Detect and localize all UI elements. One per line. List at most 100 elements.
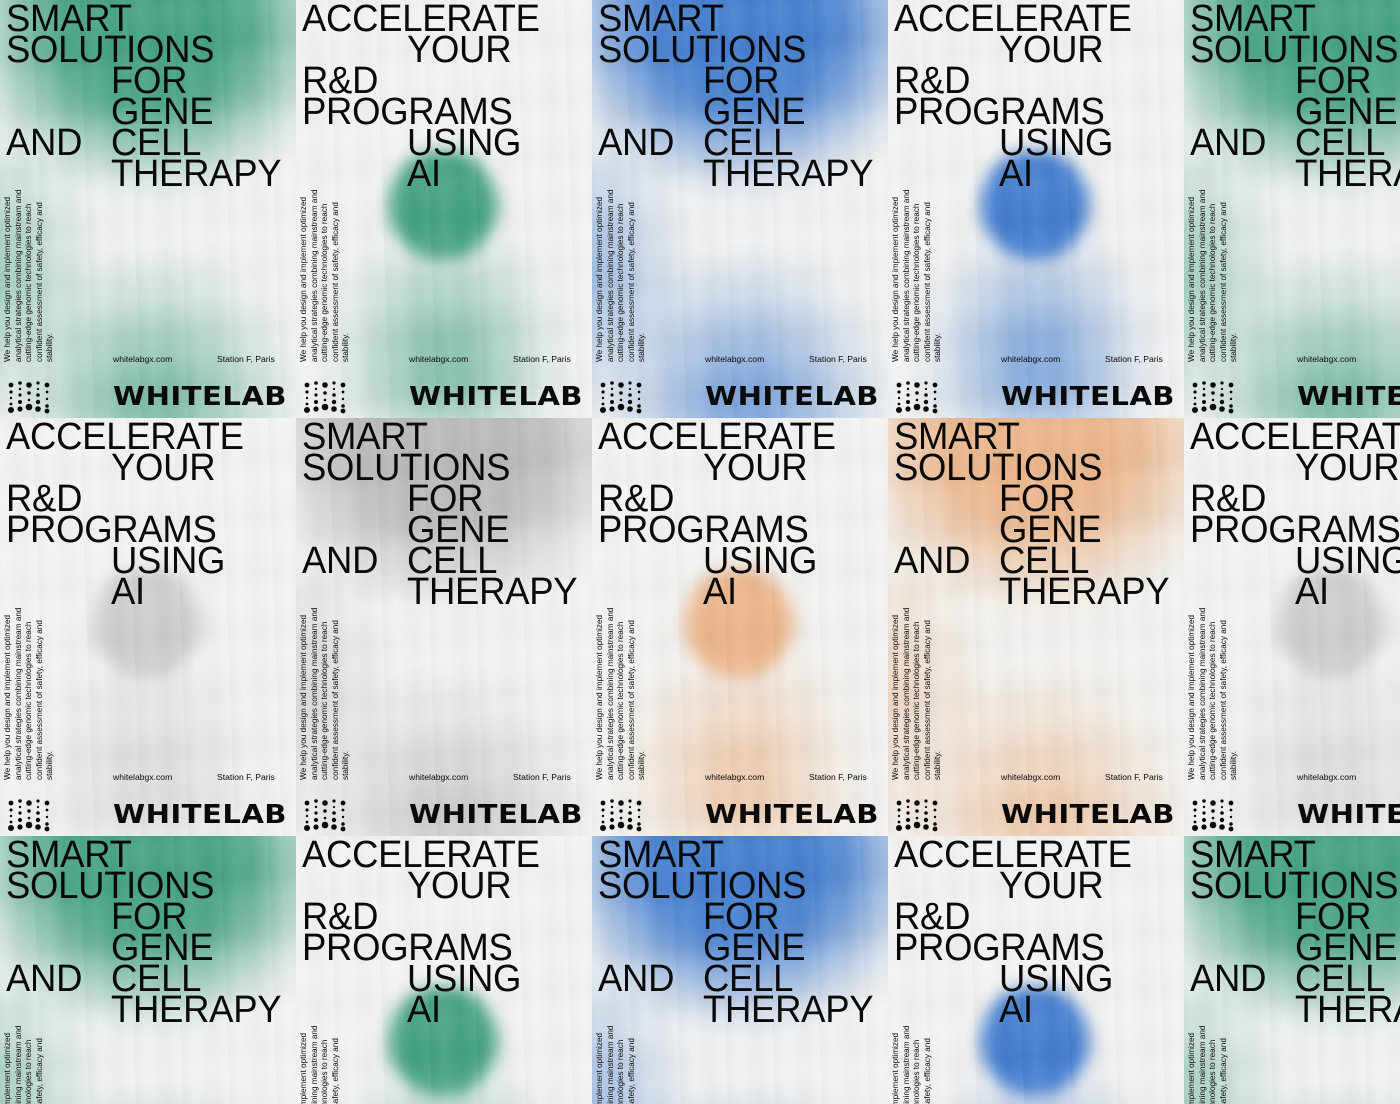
headline-line: YOUR bbox=[703, 447, 808, 489]
headline-line: CELL bbox=[407, 540, 498, 582]
whitelab-dots-logo-icon bbox=[1191, 380, 1235, 414]
headline-line: R&D bbox=[894, 60, 971, 102]
body-copy: We help you design and implement optimiz… bbox=[1187, 607, 1238, 780]
headline-line: ACCELERATE bbox=[598, 418, 836, 458]
headline-line: USING bbox=[999, 122, 1114, 164]
headline-line: AI bbox=[999, 989, 1033, 1031]
headline-line: CELL bbox=[1295, 122, 1386, 164]
headline-line: YOUR bbox=[407, 29, 512, 71]
headline-line: SMART bbox=[598, 0, 724, 40]
body-copy: We help you design and implement optimiz… bbox=[595, 189, 646, 362]
headline-line: GENE bbox=[703, 91, 806, 133]
headline-line: USING bbox=[111, 540, 226, 582]
body-copy: We help you design and implement optimiz… bbox=[891, 607, 942, 780]
headline-line: THERAPY bbox=[111, 153, 282, 195]
whitelab-dots-logo-icon bbox=[303, 380, 347, 414]
whitelab-dots-logo-icon bbox=[895, 798, 939, 832]
body-copy: We help you design and implement optimiz… bbox=[595, 607, 646, 780]
headline-line: SOLUTIONS bbox=[1190, 865, 1399, 907]
whitelab-dots-logo-icon bbox=[303, 798, 347, 832]
headline-line: AND bbox=[6, 122, 83, 164]
location-text: Station F, Paris bbox=[217, 772, 275, 782]
headline-line: FOR bbox=[1295, 60, 1372, 102]
headline-line: GENE bbox=[111, 91, 214, 133]
brand-wordmark: WHITELAB bbox=[1001, 382, 1175, 412]
headline-line: AI bbox=[407, 153, 441, 195]
website-text: whitelabgx.com bbox=[1001, 772, 1061, 782]
headline-line: YOUR bbox=[999, 865, 1104, 907]
headline-line: ACCELERATE bbox=[1190, 418, 1400, 458]
body-copy: We help you design and implement optimiz… bbox=[3, 189, 54, 362]
headline-line: SOLUTIONS bbox=[1190, 29, 1399, 71]
headline-line: ACCELERATE bbox=[894, 836, 1132, 876]
headline-line: YOUR bbox=[407, 865, 512, 907]
brand-wordmark: WHITELAB bbox=[705, 382, 879, 412]
brand-wordmark: WHITELAB bbox=[409, 800, 583, 830]
headline-line: SMART bbox=[894, 418, 1020, 458]
headline-line: SMART bbox=[1190, 836, 1316, 876]
headline-line: CELL bbox=[999, 540, 1090, 582]
website-text: whitelabgx.com bbox=[1297, 772, 1357, 782]
headline-line: R&D bbox=[894, 896, 971, 938]
headline-line: ACCELERATE bbox=[302, 0, 540, 40]
headline-line: USING bbox=[999, 958, 1114, 1000]
website-text: whitelabgx.com bbox=[705, 354, 765, 364]
body-copy: We help you design and implement optimiz… bbox=[3, 607, 54, 780]
brand-wordmark: WHITELAB bbox=[113, 382, 287, 412]
body-copy: We help you design and implement optimiz… bbox=[891, 189, 942, 362]
headline-line: SOLUTIONS bbox=[894, 447, 1103, 489]
location-text: Station F, Paris bbox=[513, 354, 571, 364]
location-text: Station F, Paris bbox=[513, 772, 571, 782]
headline-line: SOLUTIONS bbox=[598, 29, 807, 71]
headline-line: ACCELERATE bbox=[302, 836, 540, 876]
headline-line: SOLUTIONS bbox=[6, 29, 215, 71]
whitelab-dots-logo-icon bbox=[7, 380, 51, 414]
website-text: whitelabgx.com bbox=[409, 772, 469, 782]
headline-line: USING bbox=[1295, 540, 1400, 582]
headline-line: CELL bbox=[111, 122, 202, 164]
headline-line: GENE bbox=[1295, 91, 1398, 133]
headline-line: R&D bbox=[302, 60, 379, 102]
headline-line: R&D bbox=[1190, 478, 1267, 520]
headline-line: AI bbox=[111, 571, 145, 613]
website-text: whitelabgx.com bbox=[113, 772, 173, 782]
headline-line: USING bbox=[407, 122, 522, 164]
headline-line: SMART bbox=[6, 836, 132, 876]
headline-line: PROGRAMS bbox=[302, 927, 513, 969]
brand-wordmark: WHITELAB bbox=[705, 800, 879, 830]
headline-line: SMART bbox=[598, 836, 724, 876]
headline-line: USING bbox=[407, 958, 522, 1000]
headline-line: PROGRAMS bbox=[894, 927, 1105, 969]
location-text: Station F, Paris bbox=[809, 354, 867, 364]
headline-line: THERAPY bbox=[703, 989, 874, 1031]
whitelab-dots-logo-icon bbox=[599, 798, 643, 832]
headline-line: FOR bbox=[703, 60, 780, 102]
headline-line: FOR bbox=[999, 478, 1076, 520]
headline-line: THERAPY bbox=[703, 153, 874, 195]
headline-line: SOLUTIONS bbox=[598, 865, 807, 907]
brand-wordmark: WHITELAB bbox=[409, 382, 583, 412]
whitelab-dots-logo-icon bbox=[895, 380, 939, 414]
headline-line: USING bbox=[703, 540, 818, 582]
headline-line: YOUR bbox=[1295, 447, 1400, 489]
headline-line: AND bbox=[1190, 958, 1267, 1000]
website-text: whitelabgx.com bbox=[1001, 354, 1061, 364]
headline-line: CELL bbox=[703, 122, 794, 164]
headline-line: AND bbox=[302, 540, 379, 582]
headline-line: CELL bbox=[703, 958, 794, 1000]
body-copy: We help you design and implement optimiz… bbox=[1187, 189, 1238, 362]
website-text: whitelabgx.com bbox=[1297, 354, 1357, 364]
headline-line: R&D bbox=[598, 478, 675, 520]
